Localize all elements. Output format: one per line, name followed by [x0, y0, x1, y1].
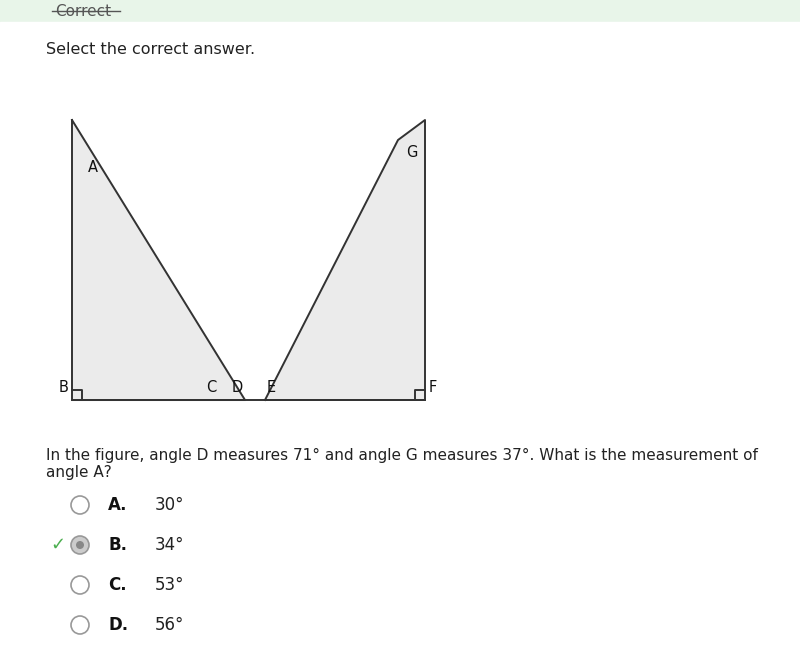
- Bar: [0, 0, 800, 22]
- Text: A: A: [88, 160, 98, 175]
- Text: B.: B.: [108, 536, 127, 554]
- Text: D.: D.: [108, 616, 128, 634]
- Text: 53°: 53°: [155, 576, 185, 594]
- Text: A.: A.: [108, 496, 127, 514]
- Text: In the figure, angle D measures 71° and angle G measures 37°. What is the measur: In the figure, angle D measures 71° and …: [46, 448, 758, 481]
- Text: C: C: [206, 380, 216, 395]
- Text: F: F: [429, 380, 438, 395]
- Text: 30°: 30°: [155, 496, 185, 514]
- Text: 56°: 56°: [155, 616, 184, 634]
- Circle shape: [71, 496, 89, 514]
- Text: 34°: 34°: [155, 536, 185, 554]
- Circle shape: [71, 536, 89, 554]
- Circle shape: [76, 541, 84, 549]
- Text: Select the correct answer.: Select the correct answer.: [46, 42, 255, 58]
- Text: C.: C.: [108, 576, 126, 594]
- Polygon shape: [72, 120, 245, 400]
- Circle shape: [71, 616, 89, 634]
- Text: ✓: ✓: [50, 536, 66, 554]
- Text: E: E: [267, 380, 276, 395]
- Text: Correct: Correct: [55, 3, 111, 19]
- Polygon shape: [265, 120, 425, 400]
- Text: D: D: [232, 380, 243, 395]
- Text: G: G: [406, 145, 418, 160]
- Circle shape: [71, 576, 89, 594]
- Text: B: B: [58, 380, 68, 395]
